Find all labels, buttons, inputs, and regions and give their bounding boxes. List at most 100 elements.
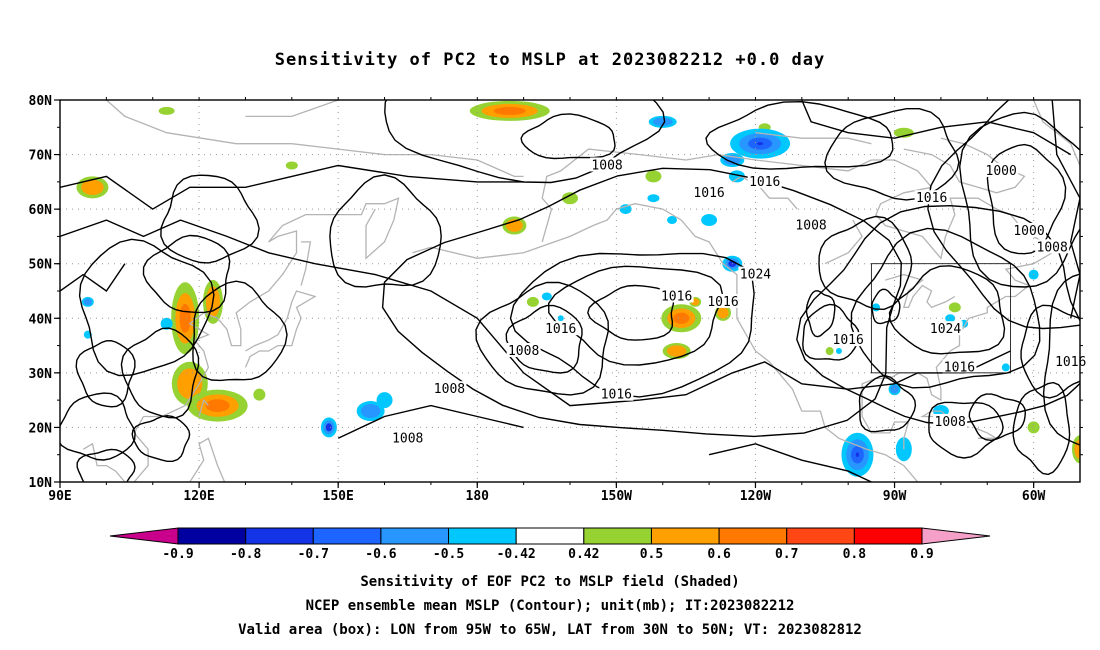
contour-label-bg (706, 293, 740, 308)
isobar (927, 100, 1080, 330)
lat-label: 70N (29, 149, 53, 164)
contour-label: 1008 (508, 344, 539, 359)
sensitivity-region (647, 194, 660, 203)
sensitivity-region (757, 142, 764, 146)
lat-label: 80N (29, 94, 53, 109)
sensitivity-region (717, 307, 729, 319)
contour-label: 1008 (591, 158, 622, 173)
isobar (802, 303, 860, 361)
contour-label: 1000 (986, 164, 1017, 179)
contour-label: 1016 (944, 360, 975, 375)
sensitivity-region (557, 315, 564, 322)
contour-label-bg (747, 173, 782, 188)
isobar (60, 263, 126, 292)
sensitivity-region (890, 385, 899, 394)
isobar (131, 414, 191, 462)
isobar (871, 288, 901, 325)
colorbar-label: -0.9 (162, 547, 193, 562)
colorbar-segment (786, 527, 855, 545)
sensitivity-region (825, 347, 834, 356)
isobar (796, 204, 1080, 425)
contour-label-bg (933, 413, 968, 428)
contour-label-bg (692, 184, 727, 199)
sensitivity-region (948, 302, 961, 313)
caption-shading: Sensitivity of EOF PC2 to MSLP field (Sh… (360, 574, 740, 590)
coastline (245, 100, 339, 118)
colorbar-label: 0.9 (910, 547, 933, 562)
contour-label: 1024 (930, 322, 961, 337)
isobar (708, 443, 872, 482)
caption-contour: NCEP ensemble mean MSLP (Contour); unit(… (305, 598, 795, 614)
sensitivity-region (835, 348, 842, 355)
isobar (1012, 381, 1071, 476)
isobar (192, 280, 288, 382)
lat-label: 10N (29, 476, 53, 491)
isobar (801, 100, 1072, 156)
contour-label-bg (432, 381, 467, 396)
isobar (60, 219, 1011, 407)
isobar (520, 113, 616, 160)
isobar (475, 281, 610, 396)
isobar (75, 339, 136, 408)
isobar (78, 238, 215, 377)
sensitivity-region (945, 314, 956, 323)
contour-label-bg (738, 266, 773, 281)
colorbar-label: 0.8 (843, 547, 867, 562)
colorbar-segment (380, 527, 450, 545)
coastline (731, 175, 798, 210)
isobar (1042, 273, 1080, 446)
chart-title: Sensitivity of PC2 to MSLP at 2023082212… (274, 50, 826, 70)
contour-label-bg (942, 359, 977, 374)
isobar (329, 174, 442, 288)
colorbar-label: -0.7 (298, 547, 329, 562)
contour-label-bg (1035, 239, 1070, 254)
isobar (850, 227, 1041, 389)
coastline (755, 132, 872, 145)
coastline (143, 197, 400, 418)
isobar (381, 167, 903, 438)
sensitivity-region (1001, 363, 1010, 372)
caption-valid-area: Valid area (box): LON from 95W to 65W, L… (238, 622, 862, 638)
sensitivity-region (666, 345, 687, 357)
sensitivity-region (158, 106, 175, 115)
colorbar-segment (177, 527, 247, 545)
coastline (861, 186, 1054, 450)
isobar (337, 404, 524, 439)
contour-label: 1016 (1055, 355, 1086, 370)
colorbar-segment (650, 527, 720, 545)
lat-label: 20N (29, 421, 53, 436)
lat-label: 60N (29, 203, 53, 218)
sensitivity-region (205, 399, 230, 412)
isobar (509, 252, 755, 398)
contour-label: 1000 (1013, 224, 1044, 239)
contour-label: 1008 (795, 219, 826, 234)
contour-label: 1016 (749, 175, 780, 190)
contour-label: 1008 (392, 431, 423, 446)
coastline (189, 437, 226, 482)
contour-label-bg (1012, 222, 1046, 237)
contour-label-bg (1053, 353, 1088, 368)
contour-label-bg (984, 162, 1019, 177)
isobar (968, 393, 1027, 442)
contour-label-bg (928, 321, 963, 336)
sensitivity-region (652, 117, 673, 127)
sensitivity-region (81, 179, 104, 196)
sensitivity-region (325, 423, 333, 432)
contour-label: 1008 (434, 382, 465, 397)
lon-label: 60W (1022, 489, 1046, 504)
lon-label: 120E (183, 489, 214, 504)
lat-label: 40N (29, 312, 53, 327)
coastline (198, 398, 209, 417)
sensitivity-region (285, 161, 298, 170)
colorbar-label: -0.42 (497, 547, 536, 562)
sensitivity-region (179, 303, 191, 333)
contour-label: 1016 (833, 333, 864, 348)
coastline (885, 273, 956, 309)
valid-area-box (870, 263, 1011, 374)
lon-label: 150W (601, 489, 632, 504)
contour-label: 1024 (740, 268, 771, 283)
mslp-contours (60, 100, 1080, 482)
isobar (1051, 100, 1080, 319)
colorbar-label: -0.5 (433, 547, 464, 562)
isobar (120, 327, 200, 419)
